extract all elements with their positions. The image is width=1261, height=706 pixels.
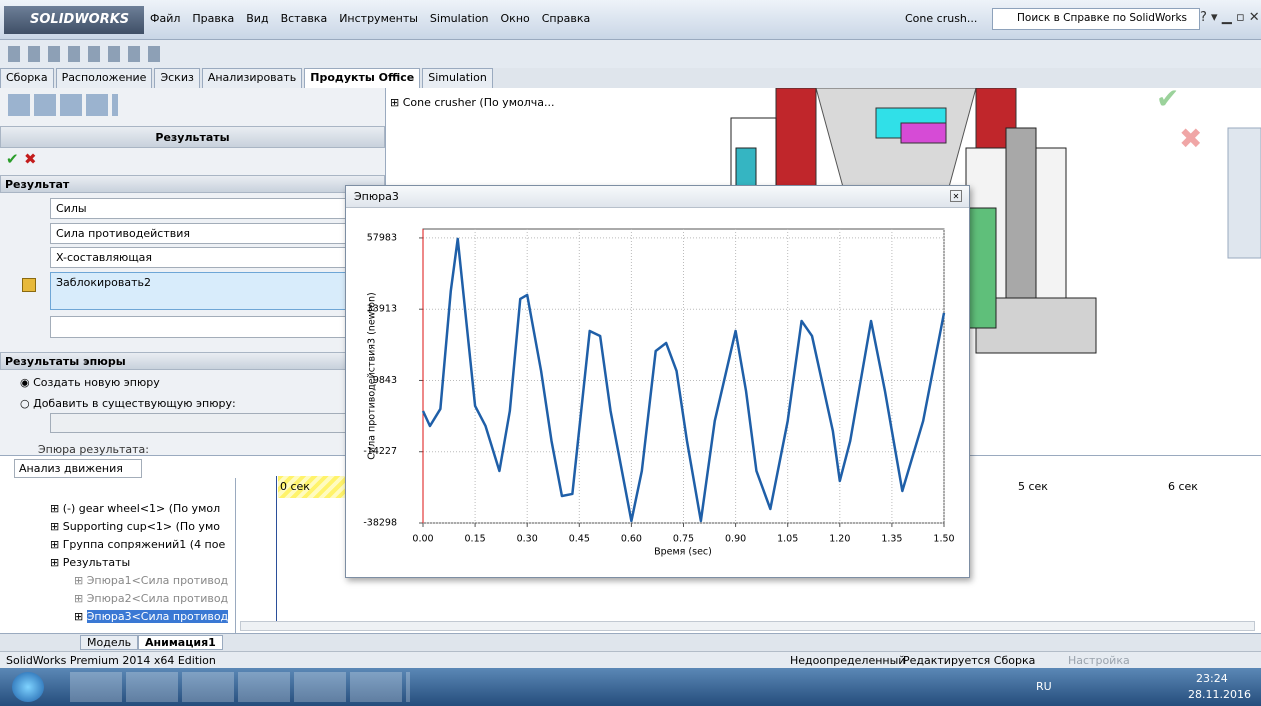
radio-option[interactable]: ○ Добавить в существующую эпюру: [20, 397, 236, 410]
y-tick-label: -14227 [363, 446, 397, 457]
status-text: Редактируется Сборка [903, 654, 1035, 667]
x-tick-label: 1.20 [829, 534, 850, 545]
menu-item[interactable]: Правка [192, 12, 234, 25]
dropdown[interactable]: X-составляющая [50, 247, 350, 268]
svg-text:✖: ✖ [1179, 122, 1202, 155]
time-label: 5 сек [1018, 480, 1048, 493]
status-text: SolidWorks Premium 2014 x64 Edition [6, 654, 216, 667]
x-tick-label: 1.50 [933, 534, 954, 545]
x-tick-label: 0.75 [673, 534, 694, 545]
y-tick-label: -38298 [363, 518, 397, 529]
panel-tabs[interactable] [8, 94, 118, 116]
x-tick-label: 0.15 [465, 534, 486, 545]
x-tick-label: 1.35 [881, 534, 902, 545]
x-tick-label: 0.00 [412, 534, 433, 545]
motion-tree: ⊞ (-) gear wheel<1> (По умол ⊞ Supporting… [0, 478, 236, 634]
dropdown[interactable]: Силы [50, 198, 350, 219]
tab[interactable]: Продукты Office [304, 68, 420, 88]
section-header: Результаты эпюры [0, 352, 385, 370]
radio-label: Создать новую эпюру [33, 376, 160, 389]
tab[interactable]: Анимация1 [138, 635, 223, 650]
svg-text:✔: ✔ [1156, 88, 1179, 115]
help-search[interactable]: Поиск в Справке по SolidWorks [992, 8, 1200, 30]
tab[interactable]: Simulation [422, 68, 493, 88]
tree-label: Эпюра1<Сила противод [87, 574, 228, 587]
y-tick-label: 57983 [367, 232, 397, 243]
start-button[interactable] [12, 672, 44, 702]
ok-button[interactable]: ✔ [6, 150, 19, 168]
tree-item[interactable]: ⊞ Эпюра3<Сила противод [74, 610, 228, 623]
h-scrollbar[interactable] [240, 621, 1255, 631]
tree-label: Результаты [63, 556, 131, 569]
pm-title: Результаты [0, 126, 385, 148]
tab[interactable]: Расположение [56, 68, 153, 88]
title-bar: SOLIDWORKS Файл Правка Вид Вставка Инструмен… [0, 0, 1261, 40]
radio-option[interactable]: ◉ Создать новую эпюру [20, 376, 160, 389]
tab[interactable]: Модель [80, 635, 138, 650]
tree-item[interactable]: ⊞ (-) gear wheel<1> (По умол [50, 502, 220, 515]
language[interactable]: RU [1036, 680, 1052, 693]
chart: Сила противодействия3 (newton) Время (se… [346, 186, 969, 577]
radio-label: Добавить в существующую эпюру: [33, 397, 236, 410]
menu-item[interactable]: Вставка [281, 12, 328, 25]
tree-item[interactable]: ⊞ Результаты [50, 556, 130, 569]
time-label: 6 сек [1168, 480, 1198, 493]
dropdown[interactable] [50, 413, 350, 433]
study-dropdown[interactable]: Анализ движения [14, 459, 142, 478]
time-label: 0 сек [280, 480, 310, 493]
tab[interactable]: Сборка [0, 68, 54, 88]
x-tick-label: 0.60 [621, 534, 642, 545]
screen: SOLIDWORKS Файл Правка Вид Вставка Инструмен… [0, 0, 1261, 706]
taskbar-apps[interactable] [70, 672, 410, 702]
tree-label: Группа сопряжений1 (4 пое [63, 538, 226, 551]
menu-item[interactable]: Инструменты [339, 12, 418, 25]
document-name: Cone crush... [905, 12, 977, 25]
status-text: Недоопределенный [790, 654, 905, 667]
tree-label: Supporting cup<1> (По умо [63, 520, 220, 533]
selection-icon [22, 278, 36, 292]
tree-label: (-) gear wheel<1> (По умол [63, 502, 220, 515]
tab[interactable]: Эскиз [154, 68, 199, 88]
menu-item[interactable]: Справка [542, 12, 590, 25]
window-controls[interactable]: ? ▾ ▁ ▫ ✕ [1200, 10, 1260, 25]
tree-item[interactable]: ⊞ Эпюра1<Сила противод [74, 574, 228, 587]
dropdown[interactable]: Сила противодействия [50, 223, 350, 244]
menu-item[interactable]: Simulation [430, 12, 489, 25]
bottom-tabs: Модель Анимация1 [0, 633, 1261, 651]
x-axis-label: Время (sec) [654, 547, 712, 558]
tab[interactable]: Анализировать [202, 68, 302, 88]
tree-label: Эпюра2<Сила противод [87, 592, 228, 605]
tree-item[interactable]: ⊞ Группа сопряжений1 (4 пое [50, 538, 225, 551]
clock-date: 28.11.2016 [1188, 688, 1251, 701]
time-cursor [276, 476, 277, 626]
selection-box[interactable]: Заблокировать2 [50, 272, 385, 310]
toolbar [0, 40, 1261, 68]
tree-label: Эпюра3<Сила противод [87, 610, 228, 623]
plot-window: Эпюра3 ✕ Сила противодействия3 (newton) … [345, 185, 970, 578]
property-manager: Результаты ✔ ✖ Результат Силы Сила проти… [0, 88, 386, 455]
section-header: Результат [0, 175, 385, 193]
cancel-button[interactable]: ✖ [24, 150, 37, 168]
menu-item[interactable]: Файл [150, 12, 180, 25]
x-tick-label: 0.90 [725, 534, 746, 545]
y-tick-label: 33913 [367, 304, 397, 315]
y-tick-label: 9843 [373, 375, 397, 386]
menu-item[interactable]: Вид [246, 12, 268, 25]
tree-item[interactable]: ⊞ Эпюра2<Сила противод [74, 592, 228, 605]
app-logo: SOLIDWORKS [4, 6, 144, 34]
menu-item[interactable]: Окно [501, 12, 530, 25]
toolbar-icons[interactable] [8, 46, 168, 62]
menu-bar: Файл Правка Вид Вставка Инструменты Simulatio… [150, 12, 590, 25]
x-tick-label: 0.45 [569, 534, 590, 545]
x-tick-label: 1.05 [777, 534, 798, 545]
tree-item[interactable]: ⊞ Supporting cup<1> (По умо [50, 520, 220, 533]
status-text[interactable]: Настройка [1068, 654, 1130, 667]
clock-time: 23:24 [1196, 672, 1228, 685]
taskbar: RU 23:24 28.11.2016 [0, 668, 1261, 706]
input-box[interactable] [50, 316, 385, 338]
status-bar: SolidWorks Premium 2014 x64 Edition Недо… [0, 651, 1261, 668]
x-tick-label: 0.30 [517, 534, 538, 545]
